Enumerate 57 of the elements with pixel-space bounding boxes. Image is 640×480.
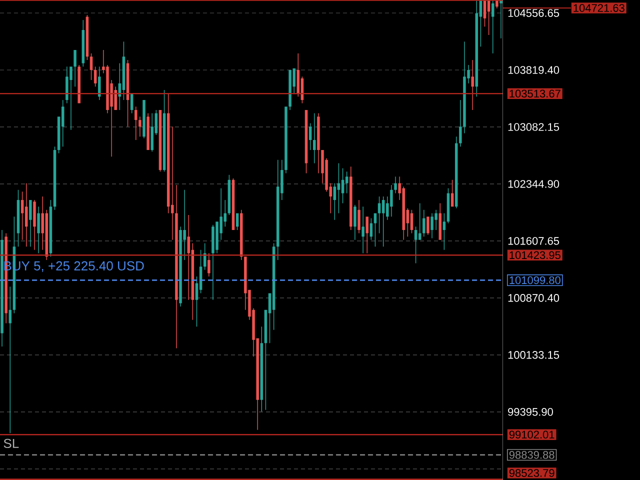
y-tick-label: 100133.15: [508, 351, 560, 359]
ref-line-label: 98523.79: [509, 469, 554, 477]
candlestick: [422, 210, 426, 237]
ref-line-label: 99102.01: [509, 430, 554, 439]
annotation: SL: [4, 438, 19, 448]
candlestick: [158, 110, 162, 172]
candlestick: [70, 66, 72, 130]
y-tick-label: 100870.40: [508, 294, 560, 302]
ref-line-label: 98839.88: [509, 451, 554, 459]
candlestick: [317, 113, 320, 174]
candlestick: [366, 216, 368, 254]
ref-line-label: 101099.80: [510, 276, 560, 284]
candlestick: [33, 200, 36, 250]
ref-line-label: 104721.63: [574, 4, 624, 12]
candlestick: [350, 166, 352, 230]
candlestick: [53, 146, 56, 210]
candlestick: [390, 184, 393, 217]
candlestick: [454, 136, 458, 208]
candlestick: [134, 106, 138, 140]
y-tick-label: 99395.90: [508, 408, 553, 416]
candlestick: [496, 0, 498, 8]
candlestick: [459, 100, 462, 147]
candlestick: [86, 14, 89, 60]
ref-line-label: 101423.95: [510, 251, 560, 260]
candlestick: [208, 253, 210, 277]
candlestick: [232, 178, 235, 230]
candlestick: [430, 213, 434, 238]
candlestick: [212, 224, 214, 300]
candlestick: [146, 113, 150, 150]
candlestick: [394, 176, 397, 194]
candlestick: [354, 204, 356, 240]
candlestick: [98, 66, 101, 100]
y-tick-label: 101607.65: [508, 237, 560, 245]
candlestick: [284, 106, 288, 174]
candlestick: [0, 230, 4, 347]
candlestick: [463, 42, 466, 134]
candlestick: [500, 0, 502, 38]
candlestick: [426, 216, 430, 235]
candlestick: [471, 60, 474, 110]
y-tick-label: 102344.90: [508, 180, 560, 188]
candlestick: [150, 113, 154, 152]
ref-line-label: 103513.67: [510, 90, 560, 98]
candlestick: [358, 200, 360, 234]
candlestick: [142, 100, 146, 138]
candlestick: [138, 116, 142, 137]
candlestick: [29, 200, 32, 247]
candlestick: [276, 160, 280, 260]
candlestick: [175, 184, 178, 348]
y-tick-label: 104556.65: [508, 9, 560, 17]
candlestick: [37, 206, 40, 254]
candlestick: [362, 206, 364, 254]
y-tick-label: 103819.40: [508, 66, 560, 74]
y-tick-label: 103082.15: [508, 123, 560, 131]
candlestick: [228, 174, 231, 215]
candlestick: [288, 70, 292, 110]
candlestick: [74, 50, 76, 87]
candlestick: [78, 65, 80, 104]
